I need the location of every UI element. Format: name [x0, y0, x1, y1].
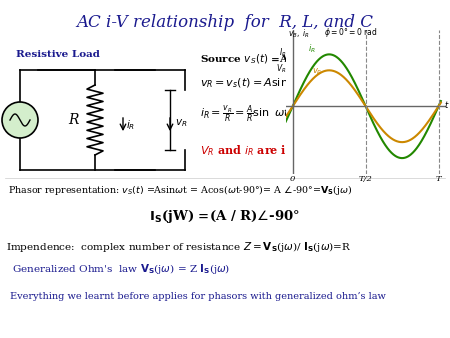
Text: $i_R$: $i_R$	[126, 118, 135, 132]
Circle shape	[2, 102, 38, 138]
Text: AC i-V relationship  for  R, L, and C: AC i-V relationship for R, L, and C	[76, 14, 373, 31]
Text: $i_R$: $i_R$	[308, 42, 315, 55]
Text: $\phi = 0° = 0\ \mathrm{rad}$: $\phi = 0° = 0\ \mathrm{rad}$	[324, 26, 378, 39]
Text: Phasor representation: $v_S(t)$ =Asin$\omega$t = Acos($\omega$t-90°)= A $\angle$: Phasor representation: $v_S(t)$ =Asin$\o…	[8, 183, 352, 197]
Text: $v_R$: $v_R$	[175, 117, 188, 129]
Text: Source $v_S(t)$ =Asin$\omega$t: Source $v_S(t)$ =Asin$\omega$t	[200, 52, 320, 66]
Text: Impendence:  complex number of resistance $Z=\mathbf{V_S}$(j$\omega$)/ $\mathbf{: Impendence: complex number of resistance…	[6, 240, 351, 254]
Text: $i_R = \frac{v_R}{R} = \frac{A}{R}\sin\ \omega t$: $i_R = \frac{v_R}{R} = \frac{A}{R}\sin\ …	[200, 104, 290, 125]
Text: $V_R$: $V_R$	[276, 62, 287, 75]
Text: Generalized Ohm's  law $\mathbf{V_S}$(j$\omega$) = Z $\mathbf{I_S}$(j$\omega$): Generalized Ohm's law $\mathbf{V_S}$(j$\…	[12, 262, 230, 276]
Text: $v_R$: $v_R$	[312, 67, 323, 77]
Text: $v_R = v_s(t) = A\sin\ \omega t$: $v_R = v_s(t) = A\sin\ \omega t$	[200, 76, 309, 90]
Text: $t$: $t$	[444, 99, 450, 110]
Text: $V_R$ and $i_R$ are in phase: $V_R$ and $i_R$ are in phase	[200, 143, 335, 158]
Text: $v_B,\ i_R$: $v_B,\ i_R$	[288, 27, 310, 40]
Text: Resistive Load: Resistive Load	[16, 50, 100, 59]
Text: $\mathbf{I_S}$(jW) =(A / R)$\angle$-90°: $\mathbf{I_S}$(jW) =(A / R)$\angle$-90°	[149, 208, 301, 225]
Text: R: R	[68, 113, 78, 127]
Text: $I_R$: $I_R$	[279, 46, 287, 58]
Text: Everything we learnt before applies for phasors with generalized ohm’s law: Everything we learnt before applies for …	[10, 292, 386, 301]
